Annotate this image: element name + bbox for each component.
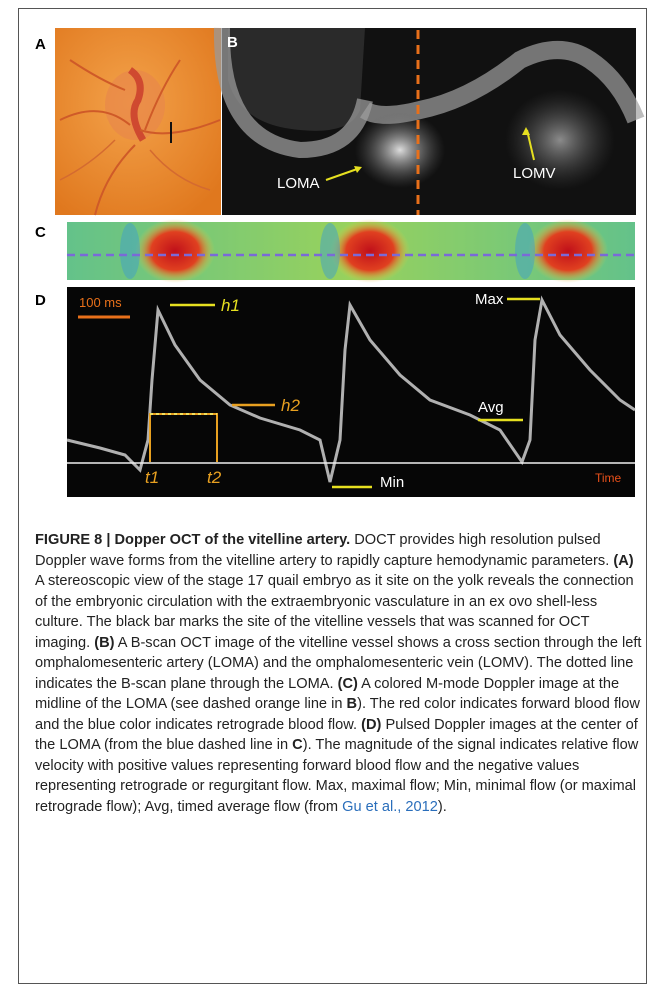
panel-label: C <box>35 224 46 241</box>
caption-text: B <box>347 696 358 712</box>
panel-label: B <box>227 34 238 51</box>
page: A C D B LOMA LOMV 100 ms h1 h2 t1 t2 Max… <box>0 0 662 994</box>
caption-text: (A) <box>613 553 633 569</box>
image-label: h2 <box>281 396 300 415</box>
scale-label: 100 ms <box>79 295 122 310</box>
image-label: t2 <box>207 468 222 487</box>
panel-b-image: B LOMA LOMV <box>222 28 636 215</box>
image-label: t1 <box>145 468 159 487</box>
figure-caption: FIGURE 8 | Dopper OCT of the vitelline a… <box>35 530 643 817</box>
image-label: Max <box>475 291 504 308</box>
panel-a-image <box>55 28 221 215</box>
caption-text: ). <box>438 799 447 815</box>
image-label: LOMV <box>513 165 556 182</box>
image-label: Min <box>380 474 404 491</box>
image-label: Time <box>595 471 622 485</box>
caption-text: (B) <box>94 635 114 651</box>
citation-link[interactable]: Gu et al., 2012 <box>342 799 438 815</box>
panel-c-image <box>67 219 635 283</box>
panel-d-image: 100 ms h1 h2 t1 t2 Max Avg Min Time <box>67 287 635 497</box>
caption-text: FIGURE 8 | Dopper OCT of the vitelline a… <box>35 532 350 548</box>
caption-text: (D) <box>361 717 381 733</box>
figure: A C D B LOMA LOMV 100 ms h1 h2 t1 t2 Max… <box>0 0 662 520</box>
image-label: Avg <box>478 399 504 416</box>
image-label: h1 <box>221 296 240 315</box>
image-label: LOMA <box>277 175 320 192</box>
panel-label: D <box>35 292 46 309</box>
panel-label: A <box>35 36 46 53</box>
caption-text: (C) <box>338 676 358 692</box>
caption-text: C <box>292 737 303 753</box>
